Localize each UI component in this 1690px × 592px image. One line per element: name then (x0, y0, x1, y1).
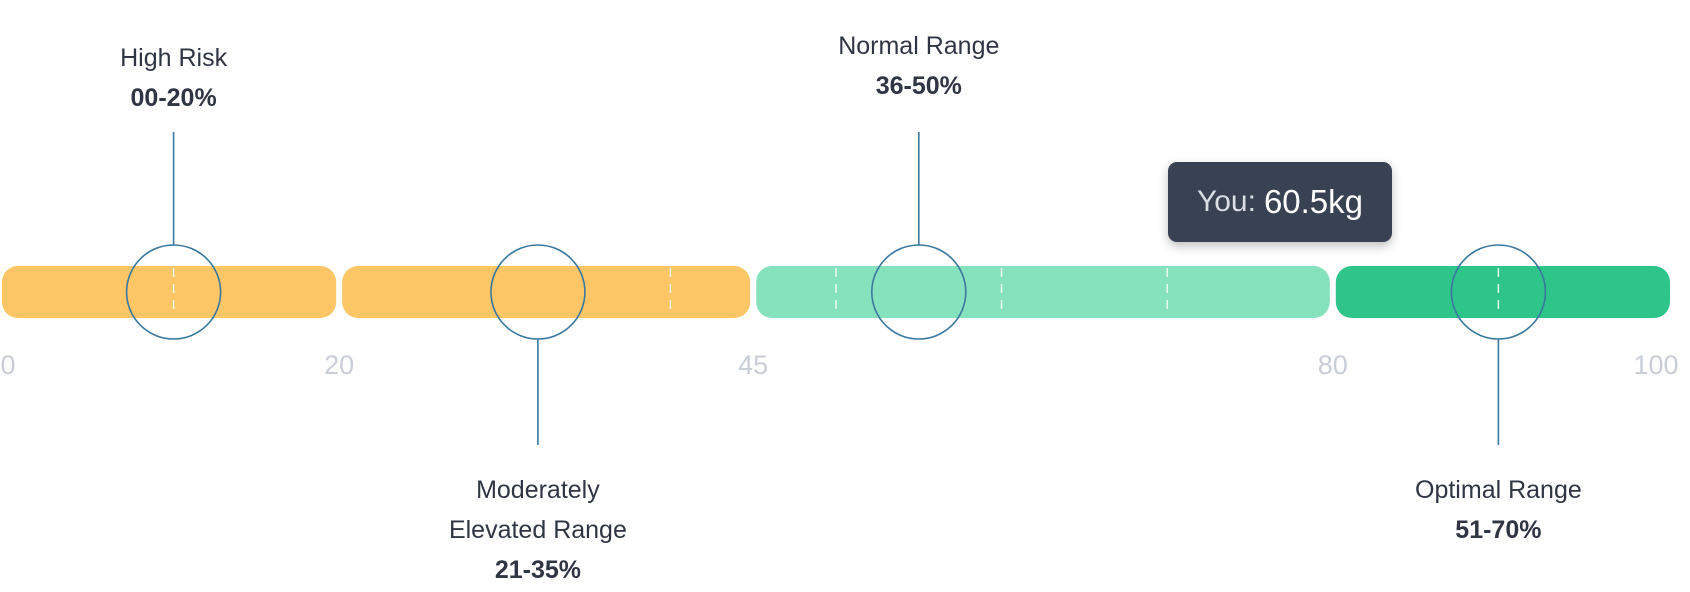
range-segment-1 (2, 266, 337, 318)
marker-name: Elevated Range (448, 516, 627, 544)
range-segment-4 (1335, 266, 1670, 318)
marker-label-1: High Risk 00-20% (120, 38, 227, 118)
marker-name: Moderately (476, 476, 600, 504)
marker-range: 21-35% (494, 556, 581, 584)
axis-tick-label: 0 (0, 350, 16, 380)
marker-name: High Risk (120, 44, 228, 72)
you-value: 60.5kg (1263, 183, 1364, 220)
marker-range: 51-70% (1455, 516, 1542, 544)
marker-range: 00-20% (130, 84, 217, 112)
marker-name: Normal Range (838, 32, 1000, 60)
axis-tick-label: 20 (324, 350, 355, 380)
you-tooltip: You: 60.5kg (1168, 162, 1392, 242)
you-label: You: (1196, 185, 1256, 218)
marker-label-3: Normal Range 36-50% (838, 26, 999, 106)
axis-tick-label: 80 (1317, 350, 1348, 380)
marker-range: 36-50% (875, 72, 962, 100)
marker-label-4: Optimal Range 51-70% (1415, 470, 1582, 550)
range-segment-3 (756, 266, 1330, 318)
marker-label-2: Moderately Elevated Range 21-35% (449, 470, 627, 590)
axis-tick-label: 100 (1633, 350, 1679, 380)
range-segment-2 (342, 266, 751, 318)
marker-name: Optimal Range (1415, 476, 1582, 504)
axis-tick-label: 45 (738, 350, 769, 380)
